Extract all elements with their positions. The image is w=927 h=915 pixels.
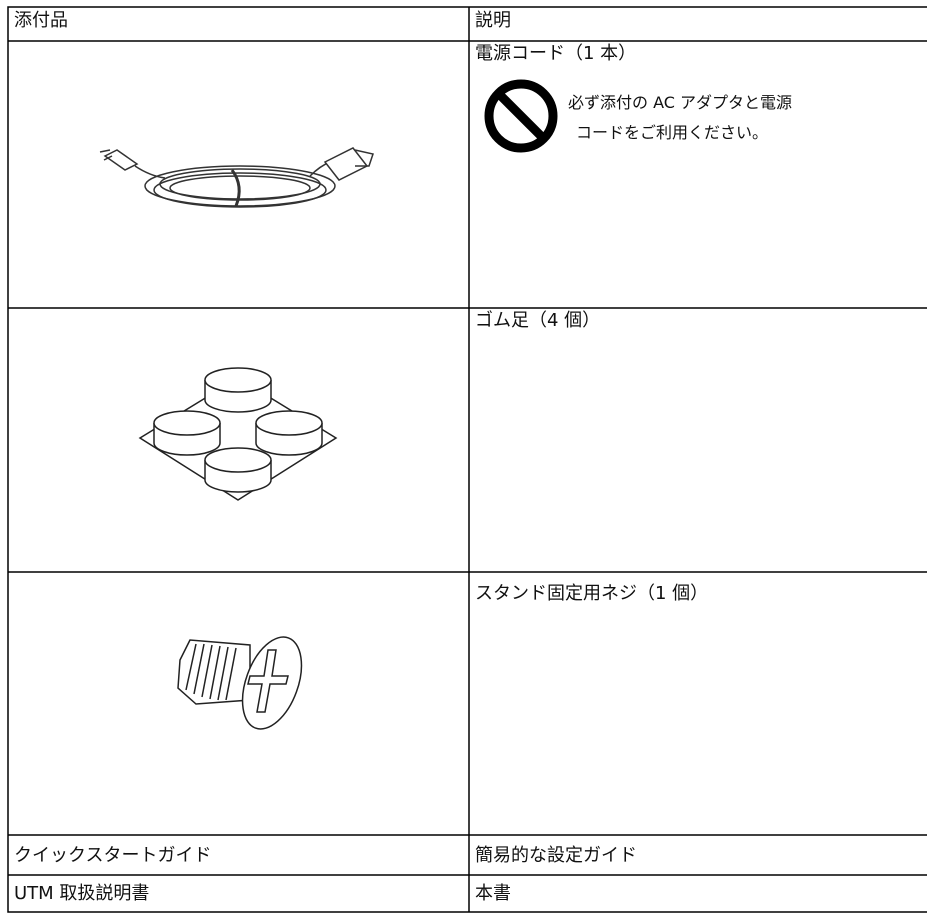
note-line: コードをご利用ください。 [576, 123, 769, 142]
prohibition-icon [484, 79, 558, 153]
description: スタンド固定用ネジ（1 個） [475, 583, 709, 604]
description: 本書 [475, 883, 511, 904]
rubber-feet-illustration [138, 367, 338, 501]
description: 電源コード（1 本） [475, 43, 637, 64]
header-cell: 添付品 [14, 10, 68, 31]
description: 簡易的な設定ガイド [475, 845, 637, 866]
description: ゴム足（4 個） [475, 310, 601, 331]
item: UTM 取扱説明書 [14, 883, 150, 904]
note-line: 必ず添付の AC アダプタと電源 [568, 93, 793, 112]
item: クイックスタートガイド [14, 845, 212, 866]
header-cell: 説明 [475, 10, 511, 31]
table-borders [7, 6, 927, 913]
power-cord-illustration [99, 147, 374, 208]
screw-illustration [177, 636, 303, 730]
